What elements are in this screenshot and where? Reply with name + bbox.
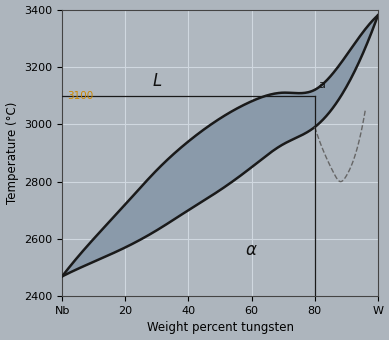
Text: $\alpha$: $\alpha$ [245, 241, 258, 259]
Y-axis label: Temperature (°C): Temperature (°C) [5, 102, 19, 204]
Polygon shape [62, 15, 378, 276]
Text: a: a [318, 80, 325, 90]
Text: 3100: 3100 [67, 90, 93, 101]
Text: $\mathit{L}$: $\mathit{L}$ [152, 72, 162, 90]
X-axis label: Weight percent tungsten: Weight percent tungsten [147, 321, 294, 335]
